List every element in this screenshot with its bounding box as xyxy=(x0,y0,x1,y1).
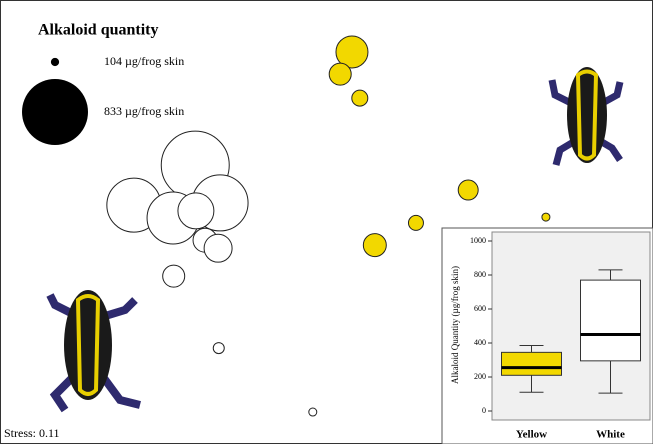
x-tick-label: Yellow xyxy=(516,429,547,441)
y-tick-label: 800 xyxy=(474,270,486,279)
bubble xyxy=(212,342,225,355)
bubble xyxy=(177,192,215,230)
y-axis-label: Alkaloid Quantity (µg/frog skin) xyxy=(450,266,460,384)
x-tick-label: White xyxy=(596,429,625,441)
frog-bottom-left xyxy=(46,290,141,413)
box xyxy=(501,351,562,376)
bubble xyxy=(541,212,551,222)
y-tick-label: 0 xyxy=(482,406,486,415)
y-tick-label: 200 xyxy=(474,372,486,381)
size-legend-marker xyxy=(50,57,60,67)
size-legend-label: 833 µg/frog skin xyxy=(104,104,184,118)
bubble xyxy=(308,407,318,417)
y-tick-label: 400 xyxy=(474,338,486,347)
bubble xyxy=(203,233,233,263)
y-tick-label: 1000 xyxy=(470,236,486,245)
size-legend-label: 104 µg/frog skin xyxy=(104,54,184,68)
bubble xyxy=(457,179,479,201)
bubble xyxy=(335,35,369,69)
frog-top-right xyxy=(548,67,624,166)
stress-annotation: Stress: 0.11 xyxy=(4,426,60,440)
chart-title: Alkaloid quantity xyxy=(38,22,158,39)
size-legend-marker xyxy=(22,79,88,145)
bubble xyxy=(328,62,352,86)
bubble xyxy=(407,214,424,231)
bubble xyxy=(162,264,186,288)
bubble xyxy=(351,89,369,107)
y-tick-label: 600 xyxy=(474,304,486,313)
box xyxy=(580,279,641,362)
bubble xyxy=(362,233,387,258)
